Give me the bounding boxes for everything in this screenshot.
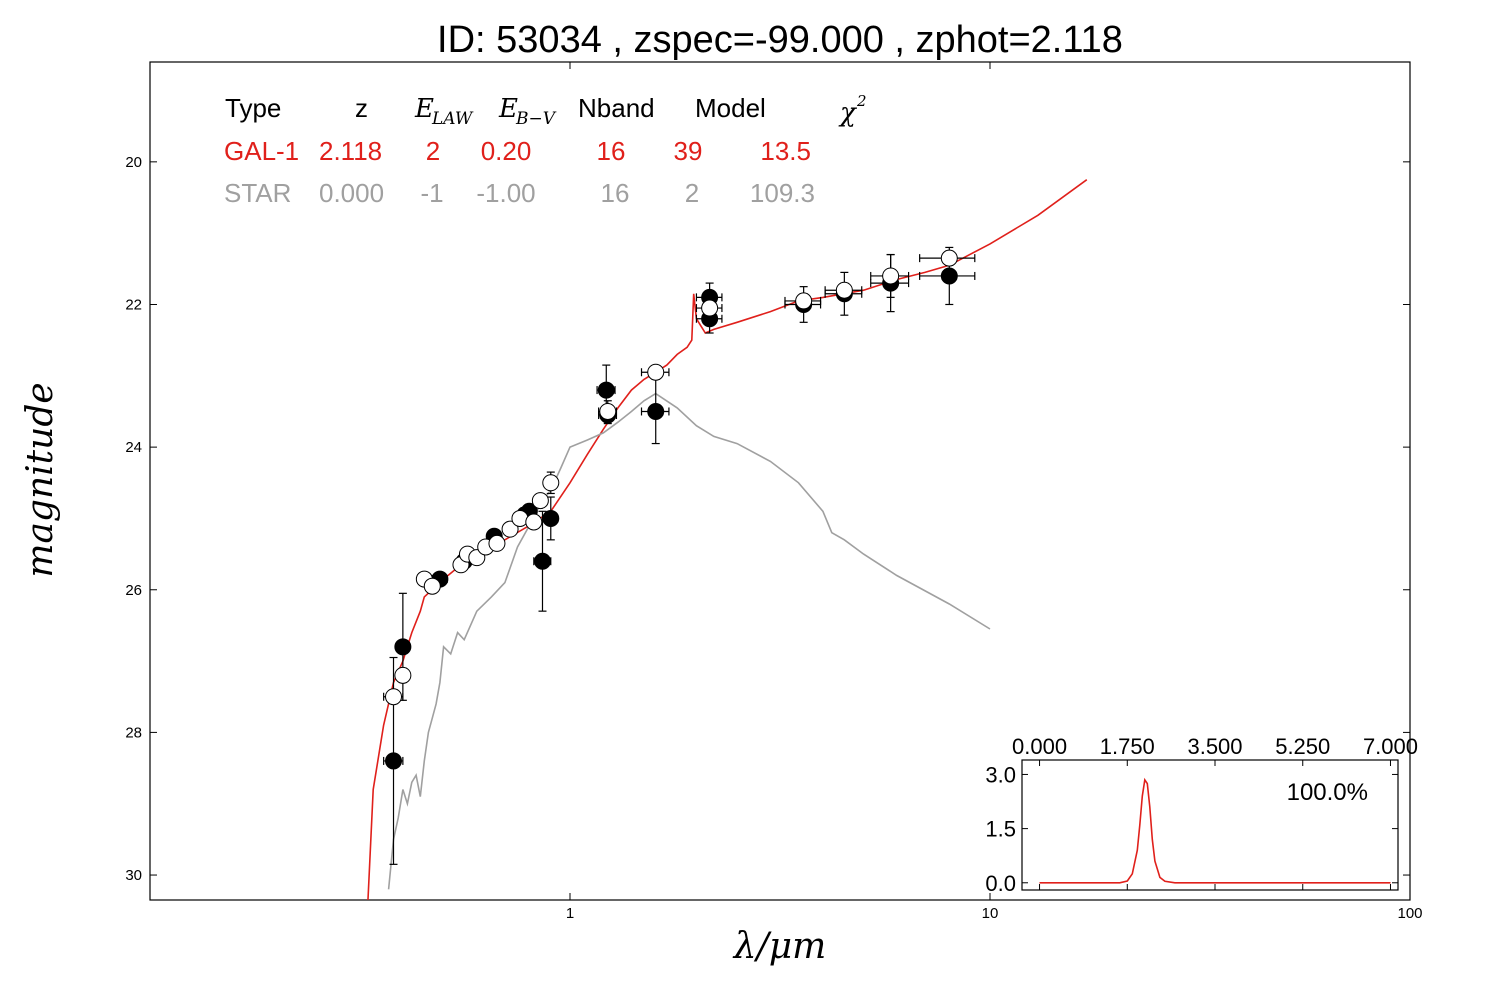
photometry-point-open (525, 513, 543, 531)
table-header-nband: Nband (578, 93, 655, 123)
photometry-point-open (394, 666, 412, 684)
table-row-star: STAR 0.000 -1 -1.00 16 2 109.3 (224, 178, 815, 208)
main-plot-frame (149, 61, 1411, 901)
x-tick-label: 100 (1397, 905, 1422, 922)
inset-curve (1039, 777, 1391, 884)
inset-annotation: 100.0% (1287, 779, 1368, 806)
photometry-point-open (423, 577, 441, 595)
table-header-ebv: E B−V (498, 94, 557, 129)
y-tick-label: 20 (125, 154, 142, 171)
photometry-point-filled (640, 378, 670, 445)
cell-ebv: -1.00 (476, 178, 535, 208)
photometry-point-open (640, 363, 670, 381)
cell-z: 2.118 (319, 136, 382, 166)
inset-y-tick-label: 1.5 (985, 817, 1016, 842)
y-tick-label: 24 (125, 439, 142, 456)
chart-title: ID: 53034 , zspec=-99.000 , zphot=2.118 (437, 19, 1123, 61)
photometry-point-open (784, 292, 822, 310)
inset-x-tick-label: 3.500 (1187, 734, 1242, 759)
inset-plot: 0.000 1.750 3.500 5.250 7.000 0.0 1.5 3.0 100.0… (985, 734, 1418, 896)
cell-chi2: 13.5 (760, 136, 811, 166)
svg-text:2: 2 (856, 92, 867, 110)
photometry-point-open (488, 534, 506, 552)
sed-curve-gal-1 (367, 179, 1088, 900)
y-tick-label: 26 (125, 582, 142, 599)
main-curves (367, 179, 1088, 900)
svg-text:E: E (414, 94, 434, 124)
cell-z: 0.000 (319, 178, 384, 208)
photometry-point-open (598, 400, 618, 423)
table-header-chi2: χ 2 (838, 92, 867, 128)
cell-elaw: 2 (426, 136, 440, 166)
svg-text:B−V: B−V (515, 109, 557, 129)
main-points (383, 246, 976, 865)
photometry-point-open (695, 299, 723, 317)
inset-x-tick-label: 7.000 (1363, 734, 1418, 759)
sed-curve-star (387, 392, 991, 890)
svg-text:E: E (498, 94, 518, 124)
photometry-point-open (501, 520, 519, 538)
svg-text:LAW: LAW (431, 109, 474, 129)
fit-table: Type z E LAW E B−V Nband Model χ 2 GAL-1… (224, 92, 867, 208)
inset-x-tick-label: 1.750 (1100, 734, 1155, 759)
pdz-curve (1039, 777, 1391, 884)
photometry-point-filled (394, 592, 412, 701)
photometry-point-filled (383, 656, 404, 865)
y-tick-label: 30 (125, 867, 142, 884)
cell-nband: 16 (601, 178, 630, 208)
y-tick-label: 28 (125, 724, 142, 741)
cell-model: 39 (674, 136, 703, 166)
y-axis-label: magnitude (20, 382, 61, 577)
photometry-point-filled (596, 364, 616, 416)
inset-x-tick-label: 0.000 (1012, 734, 1067, 759)
table-header-model: Model (695, 93, 766, 123)
table-header-elaw: E LAW (414, 94, 474, 129)
photometry-point-filled (542, 496, 560, 541)
photometry-point-open (919, 249, 976, 267)
cell-type: STAR (224, 178, 291, 208)
inset-y-tick-label: 3.0 (985, 762, 1016, 787)
x-axis-label: λ/μm (732, 926, 826, 967)
table-header-type: Type (225, 93, 281, 123)
table-header-z: z (355, 93, 368, 123)
x-tick-label: 1 (566, 905, 574, 922)
photometry-point-open (531, 492, 549, 510)
photometry-point-open (383, 688, 404, 706)
cell-nband: 16 (597, 136, 626, 166)
photometry-point-open (824, 281, 863, 299)
cell-type: GAL-1 (224, 136, 299, 166)
table-row-gal: GAL-1 2.118 2 0.20 16 39 13.5 (224, 136, 811, 166)
photometry-point-open (870, 253, 910, 298)
inset-frame (1021, 759, 1399, 891)
x-tick-label: 10 (982, 905, 999, 922)
photometry-point-open (542, 471, 560, 495)
photometry-point-open (511, 509, 529, 527)
cell-chi2: 109.3 (750, 178, 815, 208)
y-tick-label: 22 (125, 296, 142, 313)
cell-model: 2 (685, 178, 699, 208)
cell-elaw: -1 (420, 178, 443, 208)
cell-ebv: 0.20 (481, 136, 532, 166)
inset-x-tick-label: 5.250 (1275, 734, 1330, 759)
inset-y-tick-label: 0.0 (985, 871, 1016, 896)
svg-text:χ: χ (838, 98, 858, 128)
photometry-point-filled (533, 510, 552, 612)
inset-ticks: 0.000 1.750 3.500 5.250 7.000 0.0 1.5 3.0 (985, 734, 1418, 896)
